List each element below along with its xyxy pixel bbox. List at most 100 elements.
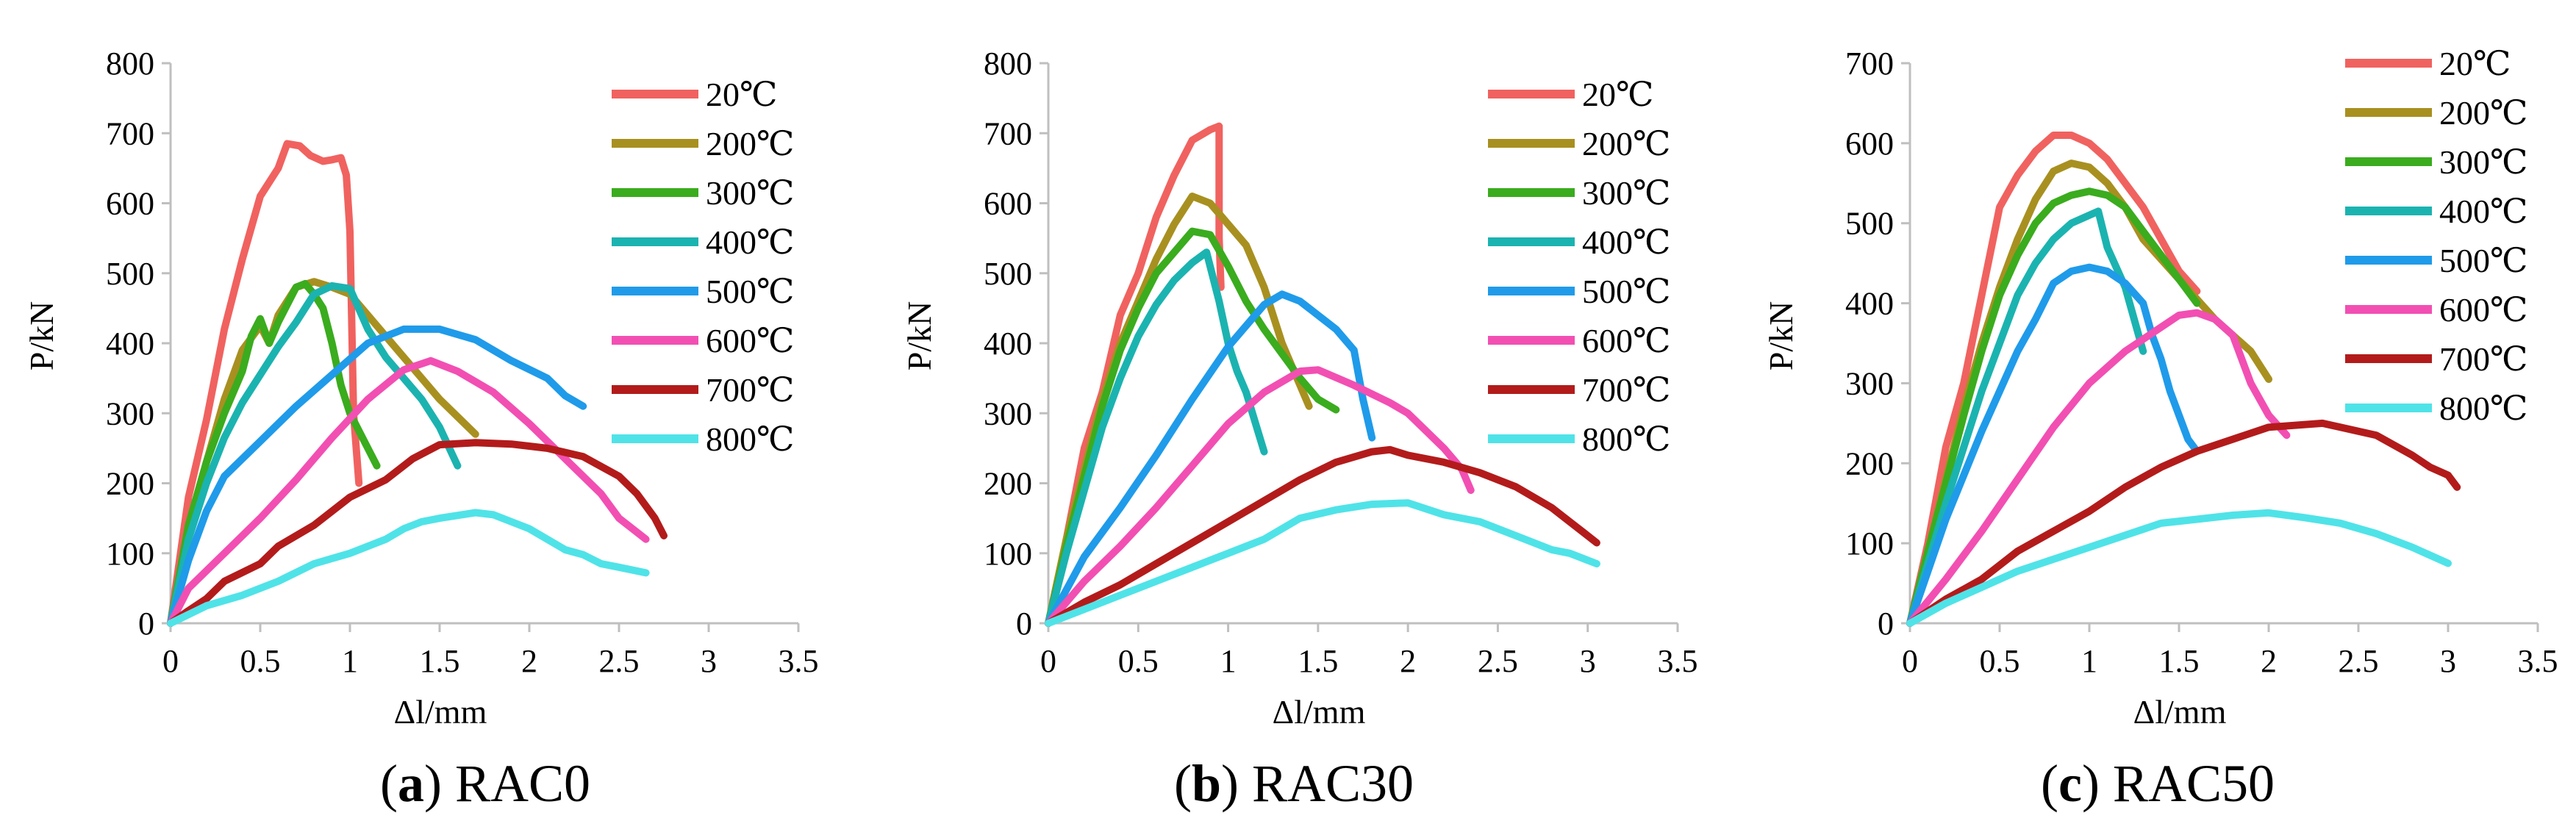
legend-label: 300℃ bbox=[2439, 143, 2527, 181]
y-tick-label: 300 bbox=[1845, 365, 1894, 401]
y-tick-label: 600 bbox=[106, 186, 154, 222]
series-line-2-0 bbox=[1906, 132, 2201, 627]
y-axis-title: P/kN bbox=[901, 301, 938, 371]
panel-caption: (a) RAC0 bbox=[380, 754, 590, 813]
y-tick-label: 700 bbox=[1845, 46, 1894, 82]
x-tick-label: 3 bbox=[701, 643, 717, 679]
y-tick-label: 800 bbox=[984, 46, 1032, 82]
chart-panel-rac0: 0 100 200 300 400 500 600 700 800 0 0.5 1 1.5 2 2.5 3 3.… bbox=[23, 46, 819, 813]
series-line-2-2 bbox=[1906, 187, 2201, 627]
x-tick-label: 2.5 bbox=[599, 643, 640, 679]
x-tick-label: 1 bbox=[2081, 643, 2097, 679]
legend-label: 500℃ bbox=[1582, 273, 1670, 310]
x-tick-label: 3.5 bbox=[1658, 643, 1698, 679]
y-tick-label: 500 bbox=[106, 256, 154, 292]
y-tick-label: 700 bbox=[984, 115, 1032, 151]
series-line-0-5 bbox=[167, 356, 650, 627]
y-tick-label: 500 bbox=[984, 256, 1032, 292]
y-tick-label: 100 bbox=[106, 536, 154, 572]
series-line-0-6 bbox=[167, 439, 668, 627]
y-tick-label: 100 bbox=[1845, 526, 1894, 562]
series-line-2-5 bbox=[1906, 309, 2291, 627]
y-tick-label: 0 bbox=[138, 606, 154, 642]
legend-label: 700℃ bbox=[2439, 340, 2527, 378]
y-axis-title: P/kN bbox=[23, 301, 60, 371]
x-tick-label: 0.5 bbox=[240, 643, 281, 679]
x-tick-label: 3.5 bbox=[779, 643, 819, 679]
x-tick-label: 2.5 bbox=[1478, 643, 1518, 679]
x-tick-label: 3 bbox=[1580, 643, 1596, 679]
series-line-0-1 bbox=[167, 278, 479, 627]
legend-label: 200℃ bbox=[1582, 125, 1670, 162]
series-line-1-5 bbox=[1045, 366, 1475, 627]
y-tick-label: 200 bbox=[1845, 445, 1894, 481]
x-tick-label: 0.5 bbox=[1118, 643, 1159, 679]
legend-label: 600℃ bbox=[1582, 322, 1670, 359]
x-tick-label: 0 bbox=[162, 643, 179, 679]
legend-label: 800℃ bbox=[706, 420, 794, 458]
x-tick-label: 2 bbox=[521, 643, 537, 679]
series-line-1-1 bbox=[1045, 193, 1313, 627]
y-tick-label: 0 bbox=[1016, 606, 1032, 642]
legend-label: 700℃ bbox=[1582, 371, 1670, 409]
legend-label: 500℃ bbox=[2439, 242, 2527, 279]
legend-label: 400℃ bbox=[706, 223, 794, 261]
y-axis-title: P/kN bbox=[1762, 301, 1800, 371]
legend-label: 700℃ bbox=[706, 371, 794, 409]
panel-caption: (c) RAC50 bbox=[2041, 754, 2275, 813]
legend-label: 400℃ bbox=[2439, 193, 2527, 230]
y-tick-label: 400 bbox=[984, 326, 1032, 362]
y-tick-label: 0 bbox=[1878, 606, 1894, 642]
legend-label: 20℃ bbox=[1582, 76, 1653, 113]
series-line-0-7 bbox=[167, 509, 650, 627]
x-tick-label: 0 bbox=[1902, 643, 1918, 679]
y-tick-label: 200 bbox=[106, 466, 154, 502]
series-line-0-4 bbox=[167, 325, 587, 627]
legend-label: 600℃ bbox=[706, 322, 794, 359]
x-axis-title: Δl/mm bbox=[2133, 693, 2227, 731]
legend-label: 600℃ bbox=[2439, 291, 2527, 329]
series-line-0-3 bbox=[167, 281, 462, 627]
series-line-0-0 bbox=[167, 140, 363, 627]
legend-label: 500℃ bbox=[706, 273, 794, 310]
legend-label: 300℃ bbox=[1582, 174, 1670, 212]
legend-label: 200℃ bbox=[706, 125, 794, 162]
series-line-2-7 bbox=[1906, 509, 2452, 627]
x-tick-label: 0 bbox=[1040, 643, 1056, 679]
legend-label: 200℃ bbox=[2439, 94, 2527, 132]
legend-label: 400℃ bbox=[1582, 223, 1670, 261]
x-axis-title: Δl/mm bbox=[394, 693, 487, 731]
series-line-1-6 bbox=[1045, 445, 1600, 627]
x-tick-label: 1.5 bbox=[2159, 643, 2200, 679]
y-tick-label: 800 bbox=[106, 46, 154, 82]
y-tick-label: 500 bbox=[1845, 206, 1894, 242]
legend-label: 20℃ bbox=[2439, 45, 2511, 82]
y-tick-label: 200 bbox=[984, 466, 1032, 502]
x-axis-title: Δl/mm bbox=[1273, 693, 1366, 731]
series-line-1-7 bbox=[1045, 499, 1600, 627]
x-tick-label: 1.5 bbox=[420, 643, 460, 679]
chart-panel-rac50: 0 100 200 300 400 500 600 700 0 0.5 1 1.5 2 2.5 3 3.5 Δl… bbox=[1762, 45, 2558, 813]
y-tick-label: 600 bbox=[1845, 126, 1894, 162]
y-tick-label: 400 bbox=[106, 326, 154, 362]
y-tick-label: 300 bbox=[106, 395, 154, 431]
y-tick-label: 700 bbox=[106, 115, 154, 151]
x-tick-label: 3 bbox=[2440, 643, 2456, 679]
x-tick-label: 2 bbox=[2261, 643, 2277, 679]
y-tick-label: 100 bbox=[984, 536, 1032, 572]
y-tick-label: 300 bbox=[984, 395, 1032, 431]
series-line-1-4 bbox=[1045, 290, 1376, 627]
x-tick-label: 1.5 bbox=[1298, 643, 1338, 679]
series-line-0-2 bbox=[167, 280, 381, 627]
chart-panel-rac30: 0 100 200 300 400 500 600 700 800 0 0.5 1 1.5 2 2.5 3 3.… bbox=[901, 46, 1698, 813]
legend-label: 800℃ bbox=[1582, 420, 1670, 458]
x-tick-label: 3.5 bbox=[2518, 643, 2558, 679]
x-tick-label: 2 bbox=[1400, 643, 1416, 679]
x-tick-label: 0.5 bbox=[1980, 643, 2020, 679]
legend-label: 20℃ bbox=[706, 76, 777, 113]
series-line-1-2 bbox=[1045, 227, 1340, 627]
y-tick-label: 400 bbox=[1845, 286, 1894, 322]
legend-label: 300℃ bbox=[706, 174, 794, 212]
series-line-2-6 bbox=[1906, 419, 2461, 627]
